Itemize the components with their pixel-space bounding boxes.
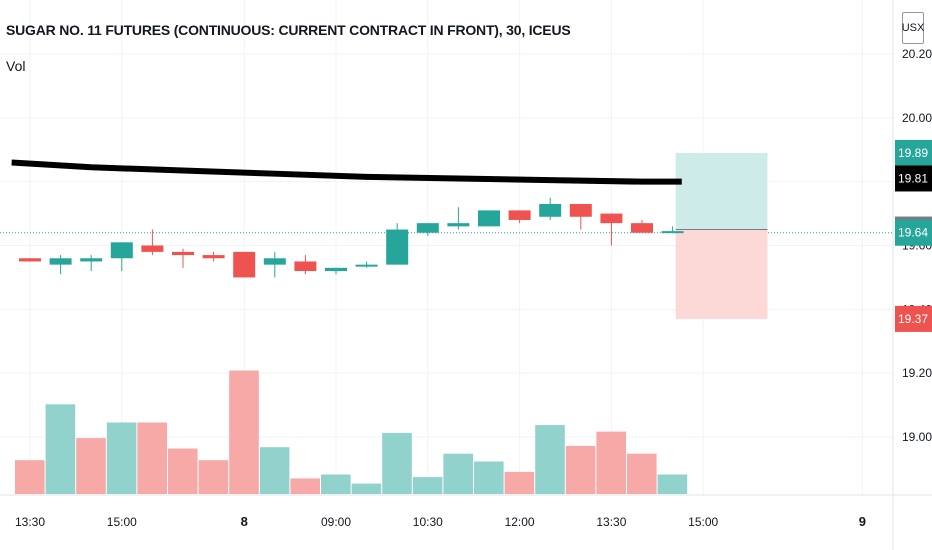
- volume-bar: [229, 370, 259, 494]
- candle-body: [80, 258, 103, 262]
- y-tick-label: 19.00: [902, 430, 932, 444]
- volume-bar: [627, 453, 657, 494]
- ma-series-line: [11, 159, 682, 185]
- x-tick-label: 10:30: [413, 515, 443, 529]
- candle-body: [539, 204, 562, 217]
- candle-body: [508, 210, 531, 220]
- volume-indicator-label[interactable]: Vol: [6, 58, 26, 74]
- candle-body: [110, 242, 133, 259]
- price-tag-label: 19.81: [898, 171, 928, 185]
- candle-body: [355, 264, 378, 267]
- x-tick-label: 15:00: [688, 515, 718, 529]
- long-position-tool[interactable]: [675, 152, 768, 319]
- volume-bar: [351, 483, 382, 494]
- volume-bar: [198, 460, 229, 494]
- volume-bar: [535, 425, 565, 494]
- price-tag: [895, 305, 932, 332]
- volume-bar: [443, 453, 473, 494]
- profit-zone: [675, 152, 768, 230]
- candlesticks: [19, 197, 684, 278]
- volume-bar: [565, 445, 596, 494]
- volume-bar: [321, 474, 351, 494]
- volume-bar: [382, 432, 412, 494]
- candle-body: [325, 267, 347, 272]
- candle-body: [172, 251, 194, 256]
- x-tick-label: 8: [241, 514, 248, 529]
- candle-body: [386, 229, 409, 265]
- candle-body: [19, 258, 41, 262]
- candle-body: [233, 251, 256, 278]
- volume-bar: [504, 471, 535, 494]
- candle-body: [569, 204, 592, 217]
- y-tick-label: 19.20: [902, 366, 932, 380]
- volume-bars: [15, 370, 688, 494]
- x-tick-label: 09:00: [321, 515, 351, 529]
- x-tick-label: 15:00: [107, 515, 137, 529]
- candle-body: [141, 245, 164, 252]
- volume-bar: [45, 404, 76, 494]
- volume-bar: [259, 447, 290, 494]
- candle-body: [263, 258, 286, 265]
- loss-zone: [675, 229, 768, 319]
- chart-title: SUGAR NO. 11 FUTURES (CONTINUOUS: CURREN…: [6, 22, 571, 38]
- price-tag-label: 19.64: [898, 226, 928, 240]
- moving-average-line: [11, 159, 682, 185]
- candle-body: [49, 258, 72, 265]
- price-tag: [895, 139, 932, 166]
- x-tick-label: 12:00: [505, 515, 535, 529]
- candle-body: [661, 231, 684, 234]
- x-tick-label: 13:30: [15, 515, 45, 529]
- candle-body: [294, 261, 317, 272]
- volume-bar: [76, 438, 106, 494]
- price-tag: [895, 219, 932, 246]
- candle-body: [447, 223, 470, 227]
- price-tag: [895, 165, 932, 192]
- candle-body: [416, 223, 439, 233]
- candle-body: [631, 223, 653, 233]
- price-tag-label: 19.37: [898, 312, 928, 326]
- candle-body: [600, 213, 623, 224]
- volume-bar: [15, 460, 45, 494]
- x-tick-label: 13:30: [596, 515, 626, 529]
- price-tag-label: 19.89: [898, 146, 928, 160]
- volume-bar: [168, 448, 198, 494]
- volume-bar: [290, 478, 320, 494]
- volume-bar: [596, 431, 626, 494]
- volume-bar: [137, 422, 167, 494]
- volume-bar: [106, 422, 137, 494]
- x-tick-label: 9: [859, 514, 866, 529]
- y-tick-label: 20.00: [902, 111, 932, 125]
- currency-button[interactable]: USX: [902, 12, 924, 44]
- volume-bar: [412, 477, 443, 494]
- candle-body: [478, 210, 500, 227]
- candle-body: [202, 255, 225, 259]
- y-tick-label: 20.20: [902, 47, 932, 61]
- volume-bar: [657, 474, 688, 494]
- volume-bar: [474, 461, 504, 494]
